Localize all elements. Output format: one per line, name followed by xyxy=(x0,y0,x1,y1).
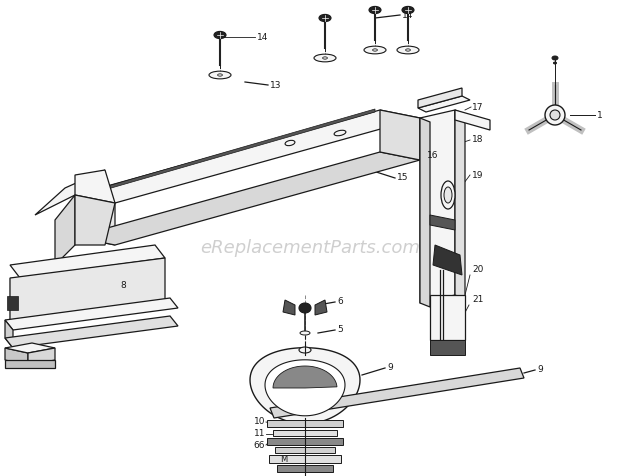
Text: 6: 6 xyxy=(337,298,343,307)
Polygon shape xyxy=(250,347,360,424)
Polygon shape xyxy=(273,366,337,388)
Polygon shape xyxy=(10,278,20,320)
Text: 9: 9 xyxy=(387,364,392,373)
Ellipse shape xyxy=(364,46,386,54)
Ellipse shape xyxy=(299,303,311,313)
Polygon shape xyxy=(430,215,455,230)
Ellipse shape xyxy=(214,31,226,39)
Ellipse shape xyxy=(554,62,557,64)
Ellipse shape xyxy=(545,105,565,125)
Text: 10: 10 xyxy=(254,417,265,426)
Ellipse shape xyxy=(319,14,331,21)
Polygon shape xyxy=(283,300,295,315)
Polygon shape xyxy=(380,110,420,160)
Ellipse shape xyxy=(314,54,336,62)
Text: eReplacementParts.com: eReplacementParts.com xyxy=(200,239,420,257)
Text: 5: 5 xyxy=(337,326,343,335)
Polygon shape xyxy=(455,110,490,130)
Text: 19: 19 xyxy=(472,170,484,179)
Polygon shape xyxy=(5,316,178,348)
Polygon shape xyxy=(270,368,524,418)
Ellipse shape xyxy=(300,331,310,335)
Ellipse shape xyxy=(441,181,455,209)
Polygon shape xyxy=(267,420,343,427)
Text: 18: 18 xyxy=(472,136,484,145)
Polygon shape xyxy=(5,360,55,368)
Polygon shape xyxy=(5,348,28,365)
Ellipse shape xyxy=(402,6,414,14)
Ellipse shape xyxy=(369,6,381,14)
Polygon shape xyxy=(10,258,165,320)
Polygon shape xyxy=(273,430,337,436)
Text: 17: 17 xyxy=(472,102,484,111)
Polygon shape xyxy=(5,320,13,348)
Ellipse shape xyxy=(405,49,410,51)
Text: 20: 20 xyxy=(472,266,484,275)
Text: 14: 14 xyxy=(402,10,414,20)
Polygon shape xyxy=(10,245,165,278)
Polygon shape xyxy=(5,298,178,330)
Polygon shape xyxy=(35,170,105,215)
Text: 11: 11 xyxy=(254,429,265,438)
Text: 8: 8 xyxy=(120,280,126,289)
Polygon shape xyxy=(269,455,341,463)
Polygon shape xyxy=(75,195,115,245)
Polygon shape xyxy=(28,348,55,365)
Polygon shape xyxy=(433,245,462,275)
Polygon shape xyxy=(265,360,345,416)
Polygon shape xyxy=(277,465,333,472)
Ellipse shape xyxy=(373,49,378,51)
Ellipse shape xyxy=(397,46,419,54)
Polygon shape xyxy=(75,152,420,245)
Polygon shape xyxy=(75,170,115,203)
Polygon shape xyxy=(418,88,462,108)
Ellipse shape xyxy=(322,57,327,59)
Text: 15: 15 xyxy=(397,173,409,182)
Ellipse shape xyxy=(550,110,560,120)
Polygon shape xyxy=(418,96,470,112)
Polygon shape xyxy=(430,295,465,340)
Text: 13: 13 xyxy=(270,80,281,89)
Polygon shape xyxy=(267,438,343,445)
Polygon shape xyxy=(455,110,465,299)
Polygon shape xyxy=(75,110,420,203)
Polygon shape xyxy=(420,110,455,303)
Polygon shape xyxy=(80,109,375,197)
Polygon shape xyxy=(430,340,465,355)
Ellipse shape xyxy=(299,347,311,353)
Ellipse shape xyxy=(552,56,558,60)
Text: 66: 66 xyxy=(254,440,265,449)
Text: M: M xyxy=(280,456,287,465)
Text: 14: 14 xyxy=(257,32,268,41)
Ellipse shape xyxy=(209,71,231,79)
Ellipse shape xyxy=(444,187,452,203)
Polygon shape xyxy=(5,343,55,353)
Polygon shape xyxy=(420,118,430,307)
Polygon shape xyxy=(75,195,115,245)
Text: 9: 9 xyxy=(537,366,542,375)
Polygon shape xyxy=(315,300,327,315)
Ellipse shape xyxy=(218,74,223,76)
Ellipse shape xyxy=(334,130,346,136)
Text: 21: 21 xyxy=(472,296,484,305)
Polygon shape xyxy=(55,195,75,265)
Text: 16: 16 xyxy=(427,150,438,159)
Polygon shape xyxy=(7,296,18,310)
Ellipse shape xyxy=(285,140,295,146)
Text: 1: 1 xyxy=(597,110,603,119)
Polygon shape xyxy=(275,447,335,453)
